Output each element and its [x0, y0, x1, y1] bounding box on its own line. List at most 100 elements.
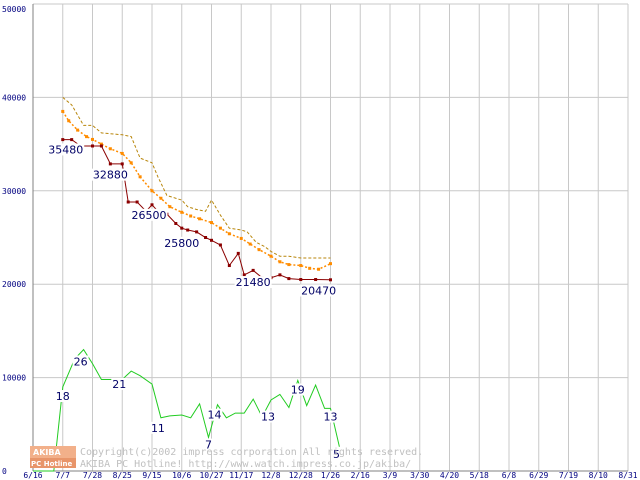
data-label: 26500: [132, 209, 167, 222]
x-tick-label: 6/29: [529, 471, 548, 480]
series-min-point: [236, 251, 240, 255]
x-tick-label: 12/8: [261, 471, 280, 480]
series-average-point: [61, 109, 65, 113]
x-tick-label: 6/8: [502, 471, 517, 480]
data-label-bg: [300, 284, 338, 297]
x-tick-label: 8/10: [589, 471, 608, 480]
series-average-point: [287, 263, 291, 267]
series-min-point: [195, 230, 199, 234]
x-tick-label: 3/9: [383, 471, 398, 480]
x-tick-label: 10/6: [172, 471, 191, 480]
series-min-point: [150, 203, 154, 207]
series-average-point: [299, 264, 303, 268]
series-average-point: [159, 196, 163, 200]
series-min-point: [99, 144, 103, 148]
series-min-point: [210, 238, 213, 242]
data-label: 13: [261, 411, 275, 424]
series-average-point: [85, 135, 89, 139]
series-average-point: [329, 262, 332, 266]
y-tick-label: 10000: [2, 374, 26, 383]
series-average-point: [91, 137, 94, 141]
series-average-point: [180, 210, 184, 214]
series-min-point: [299, 278, 303, 282]
series-min-point: [126, 200, 130, 204]
x-tick-label: 7/28: [83, 471, 102, 480]
data-label-bg: [54, 390, 71, 403]
data-label-bg: [47, 143, 85, 156]
x-tick-label: 11/17: [229, 471, 253, 480]
x-tick-label: 1/26: [321, 471, 340, 480]
series-min-point: [329, 278, 332, 282]
x-tick-label: 3/30: [410, 471, 429, 480]
series-min-point: [287, 277, 291, 281]
data-label: 25800: [164, 237, 199, 250]
chart-grid: [32, 3, 629, 472]
series-min-point: [135, 200, 139, 204]
series-min-point: [61, 138, 65, 142]
data-label-bg: [322, 410, 339, 423]
logo-bottom-text: PC Hotline: [31, 460, 73, 468]
series-min-point: [251, 268, 255, 272]
data-label-bg: [331, 447, 341, 460]
copyright-text: Copyright(c)2002 impress corporation All…: [80, 447, 423, 458]
series-average-point: [248, 242, 252, 246]
data-label: 19: [291, 383, 305, 396]
series-average-point: [278, 260, 282, 264]
y-axis-ticks: 0 10000 20000 30000 40000 50000: [2, 5, 26, 476]
series-average-point: [198, 217, 202, 221]
series-average-point: [108, 147, 112, 151]
chart-series: [33, 97, 340, 472]
data-label-bg: [260, 410, 277, 423]
x-tick-label: 12/28: [289, 471, 313, 480]
series-min-point: [227, 264, 231, 268]
series-average-point: [99, 142, 103, 146]
series-average-point: [120, 151, 124, 155]
data-label-bg: [130, 208, 168, 221]
series-min-point: [204, 236, 208, 239]
x-tick-label: 7/7: [56, 471, 71, 480]
x-tick-label: 5/18: [470, 471, 489, 480]
data-label: 7: [205, 439, 212, 452]
series-min-point: [91, 144, 94, 148]
series-min-point: [180, 226, 184, 230]
data-label-bg: [163, 236, 201, 249]
data-label-bg: [72, 355, 89, 368]
series-average-point: [218, 226, 222, 230]
series-average-point: [227, 232, 231, 236]
series-average-point: [257, 248, 261, 252]
series-min-point: [242, 273, 246, 277]
logo-top-text: AKIBA: [33, 448, 61, 457]
data-label-bg: [149, 421, 166, 434]
x-tick-label: 6/16: [23, 471, 42, 480]
data-label-bg: [204, 438, 214, 451]
series-average-point: [308, 266, 312, 270]
x-tick-label: 10/27: [199, 471, 223, 480]
data-label: 21: [112, 378, 126, 391]
series-min-point: [218, 243, 222, 247]
site-url-text: AKIBA PC Hotline! http://www.watch.impre…: [80, 459, 411, 470]
x-tick-label: 9/15: [142, 471, 161, 480]
y-tick-label: 20000: [2, 280, 26, 289]
x-tick-label: 8/25: [113, 471, 132, 480]
data-label: 26: [74, 355, 88, 368]
x-tick-label: 4/20: [440, 471, 459, 480]
series-average-point: [269, 254, 273, 258]
data-label-bg: [289, 383, 306, 396]
x-tick-label: 2/16: [351, 471, 370, 480]
data-label: 20470: [301, 284, 336, 297]
series-min-point: [70, 138, 74, 142]
y-tick-label: 50000: [2, 5, 26, 14]
akiba-logo: AKIBA PC Hotline: [30, 446, 76, 468]
data-label: 13: [324, 411, 338, 424]
series-min-point: [120, 162, 124, 166]
y-tick-label: 30000: [2, 187, 26, 196]
data-label: 14: [207, 409, 221, 422]
x-tick-label: 8/31: [618, 471, 637, 480]
x-axis-ticks: 6/16 7/7 7/28 8/25 9/15 10/6 10/27 11/17 12/8 12/…: [23, 471, 637, 480]
series-average-point: [67, 119, 71, 123]
data-labels: 35480 32880 26500 25800 21480 20470 18 26 21 11 14…: [47, 143, 341, 461]
series-average-point: [150, 189, 154, 193]
data-label: 5: [333, 448, 340, 461]
series-min-point: [278, 273, 282, 277]
